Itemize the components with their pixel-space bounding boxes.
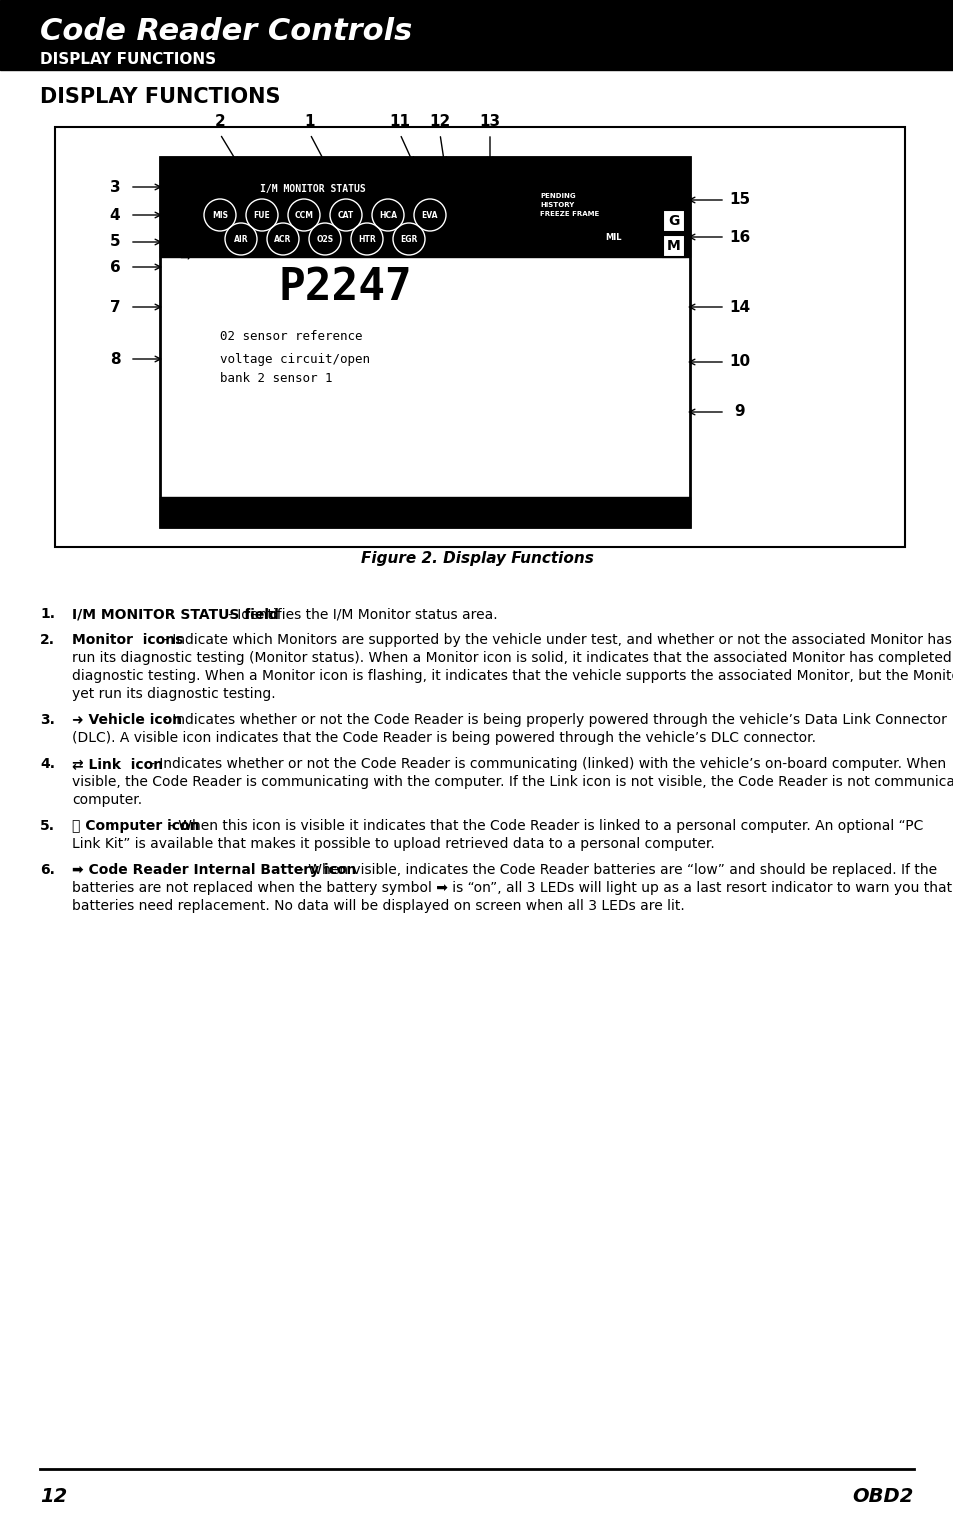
- Bar: [662, 211, 684, 232]
- Text: batteries need replacement. No data will be displayed on screen when all 3 LEDs : batteries need replacement. No data will…: [71, 899, 684, 913]
- Text: PENDING
HISTORY
FREEZE FRAME: PENDING HISTORY FREEZE FRAME: [539, 194, 598, 217]
- Text: batteries are not replaced when the battery symbol ➡ is “on”, all 3 LEDs will li: batteries are not replaced when the batt…: [71, 881, 953, 895]
- Text: - Indicate which Monitors are supported by the vehicle under test, and whether o: - Indicate which Monitors are supported …: [163, 634, 951, 647]
- Text: M: M: [666, 240, 680, 253]
- Text: 6.: 6.: [40, 863, 55, 876]
- Text: visible, the Code Reader is communicating with the computer. If the Link icon is: visible, the Code Reader is communicatin…: [71, 776, 953, 789]
- Text: EGR: EGR: [400, 235, 417, 243]
- Circle shape: [372, 199, 403, 231]
- Text: AIR: AIR: [233, 235, 248, 243]
- Text: ➡ Code Reader Internal Battery icon: ➡ Code Reader Internal Battery icon: [71, 863, 356, 876]
- Text: P2247: P2247: [278, 266, 412, 308]
- Circle shape: [309, 223, 340, 255]
- Text: O2S: O2S: [316, 235, 334, 243]
- Text: 6: 6: [110, 260, 120, 275]
- Bar: [160, 157, 689, 527]
- Text: O2: O2: [623, 240, 636, 250]
- Text: 9: 9: [734, 405, 744, 420]
- Text: ➜ Vehicle icon: ➜ Vehicle icon: [71, 713, 182, 727]
- Text: 5.: 5.: [40, 818, 55, 834]
- Circle shape: [393, 223, 424, 255]
- Text: Code Reader Controls: Code Reader Controls: [40, 17, 412, 46]
- Text: 4.: 4.: [40, 757, 55, 771]
- Circle shape: [414, 199, 446, 231]
- Text: G: G: [668, 214, 679, 228]
- Text: diagnostic testing. When a Monitor icon is flashing, it indicates that the vehic: diagnostic testing. When a Monitor icon …: [71, 669, 953, 683]
- Text: I/M MONITOR STATUS field: I/M MONITOR STATUS field: [71, 608, 278, 621]
- Text: →: →: [176, 180, 193, 199]
- Text: 1.: 1.: [40, 608, 55, 621]
- Text: computer.: computer.: [71, 793, 142, 806]
- Text: 2: 2: [214, 115, 225, 130]
- Text: voltage circuit/open: voltage circuit/open: [220, 353, 370, 365]
- Circle shape: [330, 199, 361, 231]
- Text: 12: 12: [429, 115, 450, 130]
- Text: Link Kit” is available that makes it possible to upload retrieved data to a pers: Link Kit” is available that makes it pos…: [71, 837, 714, 851]
- Bar: [55, 127, 904, 547]
- Text: 8: 8: [620, 205, 639, 234]
- Bar: [604, 220, 655, 255]
- Text: OBD2: OBD2: [852, 1487, 913, 1507]
- Text: □: □: [177, 228, 193, 246]
- Text: DISPLAY FUNCTIONS: DISPLAY FUNCTIONS: [40, 87, 280, 107]
- Bar: [0, 0, 953, 70]
- Text: 8: 8: [110, 351, 120, 366]
- Circle shape: [351, 223, 382, 255]
- Text: 13: 13: [479, 115, 500, 130]
- Text: FUE: FUE: [253, 211, 270, 220]
- Bar: [160, 157, 689, 257]
- Text: 11: 11: [389, 115, 410, 130]
- Text: 1: 1: [304, 115, 314, 130]
- Text: MIS: MIS: [212, 211, 228, 220]
- Text: 4: 4: [110, 208, 120, 223]
- Circle shape: [267, 223, 298, 255]
- Text: bank 2 sensor 1: bank 2 sensor 1: [220, 373, 333, 385]
- Text: 10: 10: [729, 354, 750, 370]
- Text: 5: 5: [110, 235, 120, 249]
- Text: 2.: 2.: [40, 634, 55, 647]
- Text: 16: 16: [729, 229, 750, 244]
- Text: Figure 2. Display Functions: Figure 2. Display Functions: [360, 551, 593, 567]
- Text: ACR: ACR: [274, 235, 292, 243]
- Text: 12: 12: [40, 1487, 67, 1507]
- Text: ⇄: ⇄: [176, 206, 193, 224]
- Text: - When this icon is visible it indicates that the Code Reader is linked to a per: - When this icon is visible it indicates…: [170, 818, 923, 834]
- Text: - When visible, indicates the Code Reader batteries are “low” and should be repl: - When visible, indicates the Code Reade…: [299, 863, 937, 876]
- Text: I/M MONITOR STATUS: I/M MONITOR STATUS: [260, 183, 365, 194]
- Text: 15: 15: [729, 192, 750, 208]
- Text: HTR: HTR: [357, 235, 375, 243]
- Text: 02 sensor reference: 02 sensor reference: [220, 330, 362, 344]
- Text: ⇄ Link  icon: ⇄ Link icon: [71, 757, 163, 771]
- Text: ➡: ➡: [179, 250, 191, 264]
- Text: 3.: 3.: [40, 713, 55, 727]
- Text: 3: 3: [110, 180, 120, 194]
- Text: - Indicates whether or not the Code Reader is communicating (linked) with the ve: - Indicates whether or not the Code Read…: [150, 757, 945, 771]
- Text: MIL: MIL: [604, 232, 620, 241]
- Bar: [662, 235, 684, 257]
- Text: Monitor  icons: Monitor icons: [71, 634, 183, 647]
- Circle shape: [204, 199, 235, 231]
- Text: EVA: EVA: [421, 211, 437, 220]
- Text: 14: 14: [729, 299, 750, 315]
- Circle shape: [288, 199, 319, 231]
- Text: - Identifies the I/M Monitor status area.: - Identifies the I/M Monitor status area…: [228, 608, 497, 621]
- Text: CCM: CCM: [294, 211, 314, 220]
- Text: (DLC). A visible icon indicates that the Code Reader is being powered through th: (DLC). A visible icon indicates that the…: [71, 731, 815, 745]
- Text: yet run its diagnostic testing.: yet run its diagnostic testing.: [71, 687, 275, 701]
- Text: - Indicates whether or not the Code Reader is being properly powered through the: - Indicates whether or not the Code Read…: [163, 713, 946, 727]
- Circle shape: [225, 223, 256, 255]
- Text: DISPLAY FUNCTIONS: DISPLAY FUNCTIONS: [40, 52, 216, 67]
- Text: CAT: CAT: [337, 211, 354, 220]
- Text: HCA: HCA: [378, 211, 396, 220]
- Text: ⬜ Computer icon: ⬜ Computer icon: [71, 818, 199, 834]
- Text: 7: 7: [110, 299, 120, 315]
- Bar: [160, 496, 689, 527]
- Circle shape: [246, 199, 277, 231]
- Text: run its diagnostic testing (Monitor status). When a Monitor icon is solid, it in: run its diagnostic testing (Monitor stat…: [71, 651, 953, 664]
